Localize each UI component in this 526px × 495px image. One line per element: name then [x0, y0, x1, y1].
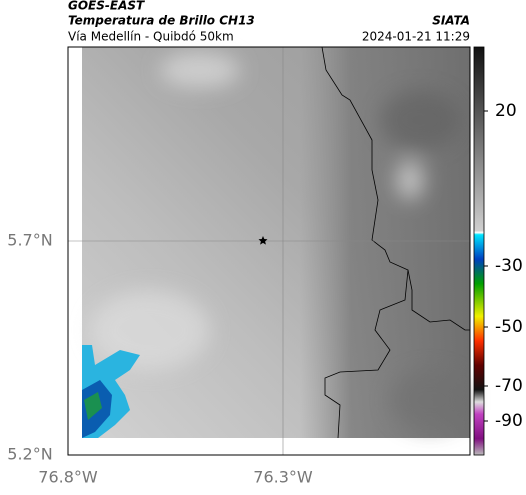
- colorbar: [473, 46, 485, 456]
- region: Vía Medellín - Quibdó 50km: [68, 30, 234, 44]
- title: GOES-EAST: [68, 0, 145, 13]
- map-image: [67, 46, 471, 456]
- lon-label: 76.3°W: [253, 468, 313, 487]
- lon-label: 76.8°W: [38, 468, 98, 487]
- subtitle: Temperatura de Brillo CH13: [68, 14, 255, 28]
- colorbar-ticks: 20 -30 -50 -70 -90: [484, 101, 523, 431]
- datetime: 2024-01-21 11:29: [362, 30, 470, 44]
- colorbar-tick-label: -90: [495, 411, 523, 431]
- lat-label: 5.7°N: [7, 231, 52, 250]
- colorbar-tick-label: -50: [495, 317, 523, 337]
- source: SIATA: [432, 14, 470, 28]
- lat-label: 5.2°N: [7, 445, 52, 464]
- colorbar-tick-label: 20: [495, 101, 517, 121]
- colorbar-tick-label: -30: [495, 256, 523, 276]
- colorbar-tick-label: -70: [495, 376, 523, 396]
